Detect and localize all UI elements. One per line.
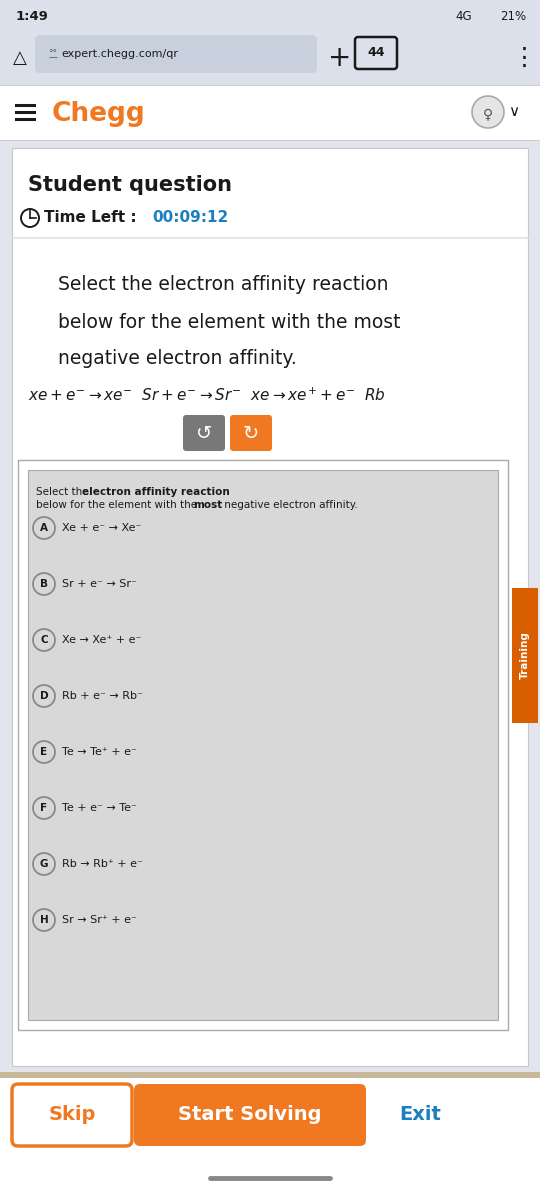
Text: ∨: ∨ bbox=[509, 104, 519, 120]
FancyBboxPatch shape bbox=[0, 1072, 540, 1078]
Text: Xe + e⁻ → Xe⁻: Xe + e⁻ → Xe⁻ bbox=[62, 523, 141, 533]
Text: Start Solving: Start Solving bbox=[178, 1105, 322, 1124]
Text: E: E bbox=[40, 746, 48, 757]
Text: 1:49: 1:49 bbox=[16, 10, 49, 23]
Text: Select the electron affinity reaction: Select the electron affinity reaction bbox=[58, 276, 388, 294]
Text: Rb + e⁻ → Rb⁻: Rb + e⁻ → Rb⁻ bbox=[62, 691, 143, 701]
Text: negative electron affinity.: negative electron affinity. bbox=[221, 500, 357, 510]
FancyBboxPatch shape bbox=[512, 588, 538, 722]
Text: Student question: Student question bbox=[28, 175, 232, 194]
Text: F: F bbox=[40, 803, 48, 814]
Text: expert.chegg.com/qr: expert.chegg.com/qr bbox=[62, 49, 179, 59]
Text: △: △ bbox=[13, 49, 27, 67]
Text: ↻: ↻ bbox=[243, 424, 259, 443]
Text: G: G bbox=[40, 859, 48, 869]
FancyBboxPatch shape bbox=[183, 415, 225, 451]
Text: below for the element with the most: below for the element with the most bbox=[58, 312, 401, 331]
Text: Rb → Rb⁺ + e⁻: Rb → Rb⁺ + e⁻ bbox=[62, 859, 143, 869]
Text: Xe → Xe⁺ + e⁻: Xe → Xe⁺ + e⁻ bbox=[62, 635, 141, 646]
Text: Te → Te⁺ + e⁻: Te → Te⁺ + e⁻ bbox=[62, 746, 137, 757]
Text: Select the: Select the bbox=[36, 487, 92, 497]
Text: ♀: ♀ bbox=[483, 107, 493, 121]
Text: 44: 44 bbox=[367, 47, 384, 60]
Text: °͟°: °͟° bbox=[49, 49, 57, 59]
FancyBboxPatch shape bbox=[134, 1084, 366, 1146]
Text: B: B bbox=[40, 578, 48, 589]
Text: C: C bbox=[40, 635, 48, 646]
Text: Chegg: Chegg bbox=[52, 101, 146, 127]
FancyBboxPatch shape bbox=[0, 0, 540, 32]
Text: electron affinity reaction: electron affinity reaction bbox=[82, 487, 230, 497]
Text: D: D bbox=[39, 691, 48, 701]
Text: Time Left :: Time Left : bbox=[44, 210, 142, 226]
Text: Sr + e⁻ → Sr⁻: Sr + e⁻ → Sr⁻ bbox=[62, 578, 137, 589]
Text: Exit: Exit bbox=[399, 1105, 441, 1124]
Text: Te + e⁻ → Te⁻: Te + e⁻ → Te⁻ bbox=[62, 803, 137, 814]
Text: 00:09:12: 00:09:12 bbox=[152, 210, 228, 226]
Text: 21%: 21% bbox=[500, 10, 526, 23]
FancyBboxPatch shape bbox=[12, 148, 528, 1066]
FancyBboxPatch shape bbox=[28, 470, 498, 1020]
Text: ↺: ↺ bbox=[196, 424, 212, 443]
Text: negative electron affinity.: negative electron affinity. bbox=[58, 348, 297, 367]
FancyBboxPatch shape bbox=[18, 460, 508, 1030]
Text: Sr → Sr⁺ + e⁻: Sr → Sr⁺ + e⁻ bbox=[62, 914, 137, 925]
Text: +: + bbox=[328, 44, 352, 72]
Text: Training: Training bbox=[520, 631, 530, 679]
Text: A: A bbox=[40, 523, 48, 533]
Text: $\it{xe+e^{-} \rightarrow xe^{-}}$  $\it{Sr+e^{-} \rightarrow Sr^{-}}$  $\it{xe : $\it{xe+e^{-} \rightarrow xe^{-}}$ $\it{… bbox=[28, 386, 386, 403]
FancyBboxPatch shape bbox=[0, 32, 540, 85]
FancyBboxPatch shape bbox=[12, 1084, 132, 1146]
Text: H: H bbox=[39, 914, 49, 925]
FancyBboxPatch shape bbox=[0, 1078, 540, 1200]
Circle shape bbox=[472, 96, 504, 128]
Text: most: most bbox=[193, 500, 222, 510]
FancyBboxPatch shape bbox=[230, 415, 272, 451]
Text: ⋮: ⋮ bbox=[511, 46, 537, 70]
Text: below for the element with the: below for the element with the bbox=[36, 500, 200, 510]
FancyBboxPatch shape bbox=[0, 85, 540, 140]
Text: Skip: Skip bbox=[48, 1105, 96, 1124]
Text: 4G: 4G bbox=[455, 10, 472, 23]
FancyBboxPatch shape bbox=[35, 35, 317, 73]
